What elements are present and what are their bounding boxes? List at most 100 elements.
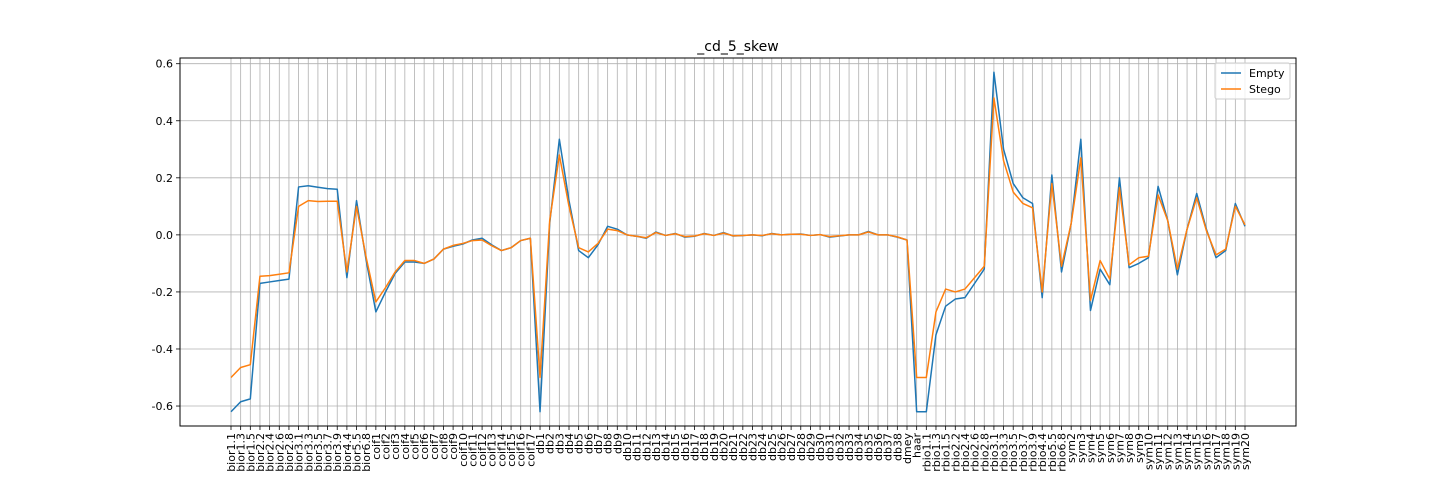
- x-tick-label: coif13: [486, 433, 499, 467]
- series-lines: [230, 71, 1246, 413]
- series-line-stego: [230, 97, 1246, 379]
- x-tick-label: rbio1.3: [930, 433, 943, 472]
- x-tick-label: db6: [582, 433, 595, 454]
- x-tick-label: db30: [814, 433, 827, 461]
- x-tick-label: rbio3.3: [998, 433, 1011, 472]
- x-tick-label: db2: [544, 433, 557, 454]
- x-tick-label: db34: [853, 433, 866, 461]
- x-tick-label: db15: [669, 433, 682, 461]
- x-tick-label: sym10: [1142, 433, 1155, 470]
- x-tick-label: coif17: [524, 433, 537, 467]
- x-tick-label: bior2.2: [254, 433, 267, 472]
- legend: Empty Stego: [1214, 62, 1291, 100]
- x-tick-label: db3: [553, 433, 566, 454]
- x-tick-label: db37: [882, 433, 895, 461]
- plot-frame: [179, 57, 1297, 427]
- legend-label: Stego: [1249, 83, 1281, 96]
- x-tick-label: db17: [689, 433, 702, 461]
- x-tick-label: db19: [708, 433, 721, 461]
- x-tick-label: sym11: [1152, 433, 1165, 470]
- x-tick-label: db11: [631, 433, 644, 461]
- x-tick-label: sym16: [1200, 433, 1213, 470]
- x-tick-label: sym3: [1075, 433, 1088, 463]
- x-tick-label: db12: [640, 433, 653, 461]
- x-tick-label: coif7: [428, 433, 441, 460]
- x-tick-label: db25: [766, 433, 779, 461]
- x-tick-label: db21: [727, 433, 740, 461]
- x-tick-label: db23: [746, 433, 759, 461]
- x-tick-label: dmey: [901, 433, 914, 464]
- x-tick-label: bior5.5: [351, 433, 364, 472]
- x-tick-label: db31: [824, 433, 837, 461]
- x-tick-label: db33: [843, 433, 856, 461]
- x-tick-label: rbio1.5: [940, 433, 953, 472]
- legend-box: [1214, 62, 1291, 100]
- x-tick-label: db38: [891, 433, 904, 461]
- x-tick-label: coif12: [476, 433, 489, 467]
- x-tick-label: db14: [660, 433, 673, 461]
- x-tick-label: rbio3.1: [988, 433, 1001, 472]
- x-tick-label: coif14: [495, 433, 508, 467]
- x-tick-label: bior2.6: [273, 433, 286, 472]
- y-tick-label: 0.4: [156, 115, 174, 128]
- y-axis: -0.6 -0.4 -0.2 0.0 0.2 0.4 0.6: [152, 58, 180, 413]
- x-tick-label: db13: [650, 433, 663, 461]
- x-tick-label: rbio5.5: [1046, 433, 1059, 472]
- x-tick-label: coif9: [447, 433, 460, 460]
- x-tick-label: bior1.5: [244, 433, 257, 472]
- x-tick-label: coif16: [515, 433, 528, 467]
- x-tick-label: coif1: [370, 433, 383, 460]
- x-tick-label: db10: [621, 433, 634, 461]
- x-tick-label: rbio2.8: [978, 433, 991, 472]
- x-tick-label: sym19: [1229, 433, 1242, 470]
- x-tick-label: db16: [679, 433, 692, 461]
- x-tick-label: coif2: [380, 433, 393, 460]
- x-tick-label: db26: [775, 433, 788, 461]
- y-tick-label: -0.2: [152, 286, 173, 299]
- y-tick-label: 0.2: [156, 172, 174, 185]
- x-tick-label: coif8: [437, 433, 450, 460]
- x-tick-label: coif10: [457, 433, 470, 467]
- x-tick-label: bior3.7: [322, 433, 335, 472]
- x-tick-label: coif6: [418, 433, 431, 460]
- x-tick-label: bior3.3: [302, 433, 315, 472]
- y-tick-label: -0.6: [152, 400, 173, 413]
- x-tick-label: haar: [911, 433, 924, 458]
- x-tick-label: db4: [563, 433, 576, 454]
- x-tick-label: sym6: [1104, 433, 1117, 463]
- x-tick-label: db36: [872, 433, 885, 461]
- x-tick-label: sym9: [1133, 433, 1146, 463]
- x-tick-label: db27: [785, 433, 798, 461]
- x-tick-label: db28: [795, 433, 808, 461]
- x-tick-label: sym14: [1181, 433, 1194, 470]
- x-tick-label: db22: [737, 433, 750, 461]
- x-tick-label: bior1.3: [235, 433, 248, 472]
- x-tick-label: rbio2.6: [969, 433, 982, 472]
- x-tick-label: bior4.4: [341, 433, 354, 472]
- x-tick-label: coif15: [505, 433, 518, 467]
- x-tick-label: sym2: [1065, 433, 1078, 463]
- x-tick-label: rbio2.4: [959, 433, 972, 472]
- y-tick-label: -0.4: [152, 343, 173, 356]
- x-tick-label: sym7: [1113, 433, 1126, 463]
- x-tick-label: sym12: [1162, 433, 1175, 470]
- x-tick-label: sym13: [1171, 433, 1184, 470]
- x-tick-label: db9: [611, 433, 624, 454]
- x-tick-label: db8: [602, 433, 615, 454]
- x-tick-label: rbio1.1: [920, 433, 933, 472]
- x-tick-label: bior1.1: [225, 433, 238, 472]
- x-tick-label: rbio6.8: [1056, 433, 1069, 472]
- x-tick-label: sym17: [1210, 433, 1223, 470]
- x-tick-label: coif4: [399, 433, 412, 460]
- x-tick-label: db1: [534, 433, 547, 454]
- x-tick-label: db24: [756, 433, 769, 461]
- x-tick-label: bior2.4: [264, 433, 277, 472]
- x-tick-label: rbio2.2: [949, 433, 962, 472]
- x-tick-label: rbio3.5: [1007, 433, 1020, 472]
- legend-label: Empty: [1249, 67, 1285, 80]
- x-tick-label: db7: [592, 433, 605, 454]
- x-tick-label: coif11: [466, 433, 479, 467]
- x-tick-label: db18: [698, 433, 711, 461]
